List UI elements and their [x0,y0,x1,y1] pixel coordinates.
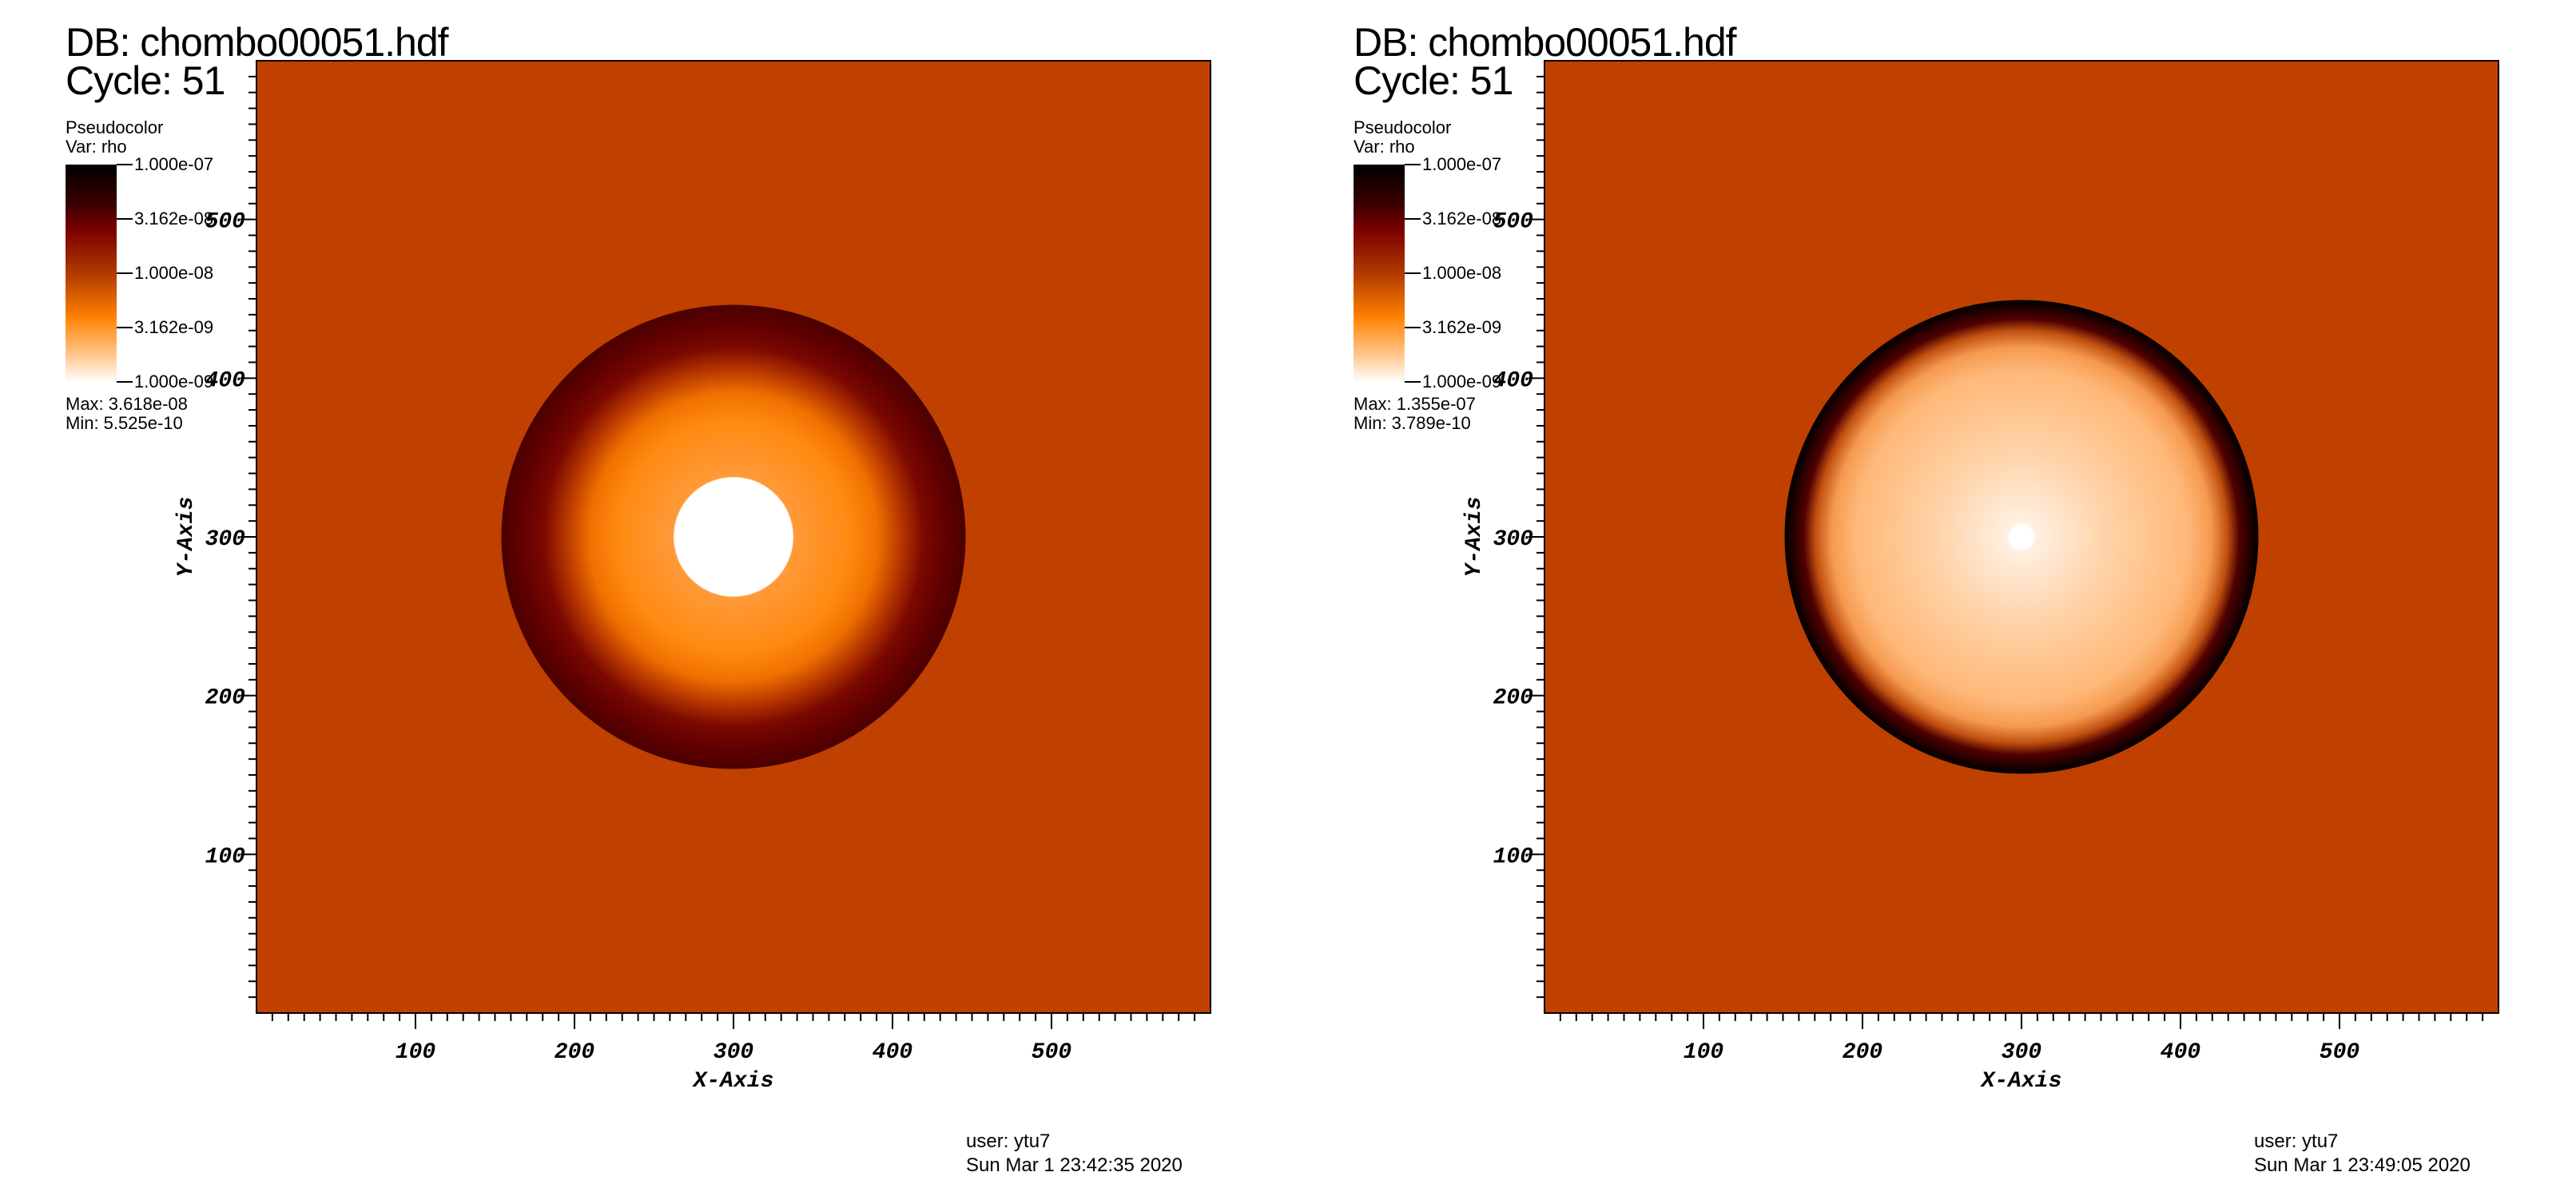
colorbar [1354,165,1405,382]
y-tick-label: 100 [1493,844,1533,869]
y-tick-label: 400 [1493,368,1533,393]
x-tick-label: 300 [2002,1040,2041,1065]
colorbar-tick [1405,164,1421,165]
legend-max: Max: 3.618e-08 [66,394,188,414]
visit-window: DB: chombo00051.hdf Cycle: 51 Time:1.275… [66,20,1211,1176]
density-shell [1784,300,2259,774]
colorbar-tick [1405,327,1421,328]
colorbar-tick [117,164,133,165]
x-tick-label: 100 [396,1040,435,1065]
colorbar-tick-label: 3.162e-09 [134,317,214,337]
colorbar-tick-label: 3.162e-08 [134,209,214,228]
database-title: DB: chombo00051.hdf [1354,20,1737,65]
x-tick-label: 400 [873,1040,912,1065]
y-axis-title: Y-Axis [174,497,199,578]
colorbar-tick [117,218,133,220]
x-tick-label: 500 [1032,1040,1071,1065]
colorbar-tick-label: 1.000e-08 [1422,263,1502,283]
x-tick-label: 500 [2320,1040,2359,1065]
plot-area: 100 100 200 200 300 300 400 400 500 500 X-Axis Y-Ax… [174,60,1211,1094]
x-tick-label: 100 [1684,1040,1723,1065]
user-label: user: ytu7 [2254,1130,2339,1152]
cycle-label: Cycle: 51 [66,58,225,103]
y-tick-label: 400 [205,368,245,393]
plot-area: 100 100 200 200 300 300 400 400 500 500 X-Axis Y-Ax… [1462,60,2499,1094]
colorbar-tick-label: 1.000e-08 [134,263,214,283]
colorbar-tick [1405,272,1421,274]
y-axis-title: Y-Axis [1462,497,1487,578]
colorbar-tick [117,381,133,383]
database-title: DB: chombo00051.hdf [66,20,449,65]
y-tick-label: 100 [205,844,245,869]
legend-max: Max: 1.355e-07 [1354,394,1476,414]
colorbar-tick [117,327,133,328]
legend-min: Min: 3.789e-10 [1354,413,1471,433]
x-axis-title: X-Axis [692,1069,774,1094]
colorbar-tick-label: 1.000e-09 [134,372,214,391]
date-label: Sun Mar 1 23:42:35 2020 [966,1154,1183,1176]
legend-variable: Var: rho [1354,137,1415,157]
y-tick-label: 500 [205,210,245,235]
y-tick-label: 200 [205,686,245,711]
y-tick-label: 200 [1493,686,1533,711]
colorbar-tick [117,272,133,274]
density-shell [501,304,966,769]
visit-window: DB: chombo00051.hdf Cycle: 51 Time:1.275… [1288,0,2576,1192]
x-tick-label: 400 [2161,1040,2200,1065]
x-axis-title: X-Axis [1980,1069,2062,1094]
legend-plot-type: Pseudocolor [1354,117,1452,137]
x-tick-label: 200 [555,1040,594,1065]
y-tick-label: 300 [1493,527,1533,552]
y-tick-label: 500 [1493,210,1533,235]
colorbar-tick-label: 3.162e-08 [1422,209,1502,228]
colorbar-tick-label: 1.000e-07 [1422,154,1502,174]
colorbar-tick-label: 1.000e-07 [134,154,214,174]
legend-min: Min: 5.525e-10 [66,413,183,433]
date-label: Sun Mar 1 23:49:05 2020 [2254,1154,2471,1176]
x-tick-label: 200 [1843,1040,1882,1065]
legend-variable: Var: rho [66,137,127,157]
user-label: user: ytu7 [966,1130,1051,1152]
colorbar-tick [1405,218,1421,220]
colorbar-tick [1405,381,1421,383]
colorbar [66,165,117,382]
x-tick-label: 300 [714,1040,753,1065]
colorbar-tick-label: 3.162e-09 [1422,317,1502,337]
colorbar-tick-label: 1.000e-09 [1422,372,1502,391]
y-tick-label: 300 [205,527,245,552]
legend-plot-type: Pseudocolor [66,117,164,137]
cycle-label: Cycle: 51 [1354,58,1513,103]
